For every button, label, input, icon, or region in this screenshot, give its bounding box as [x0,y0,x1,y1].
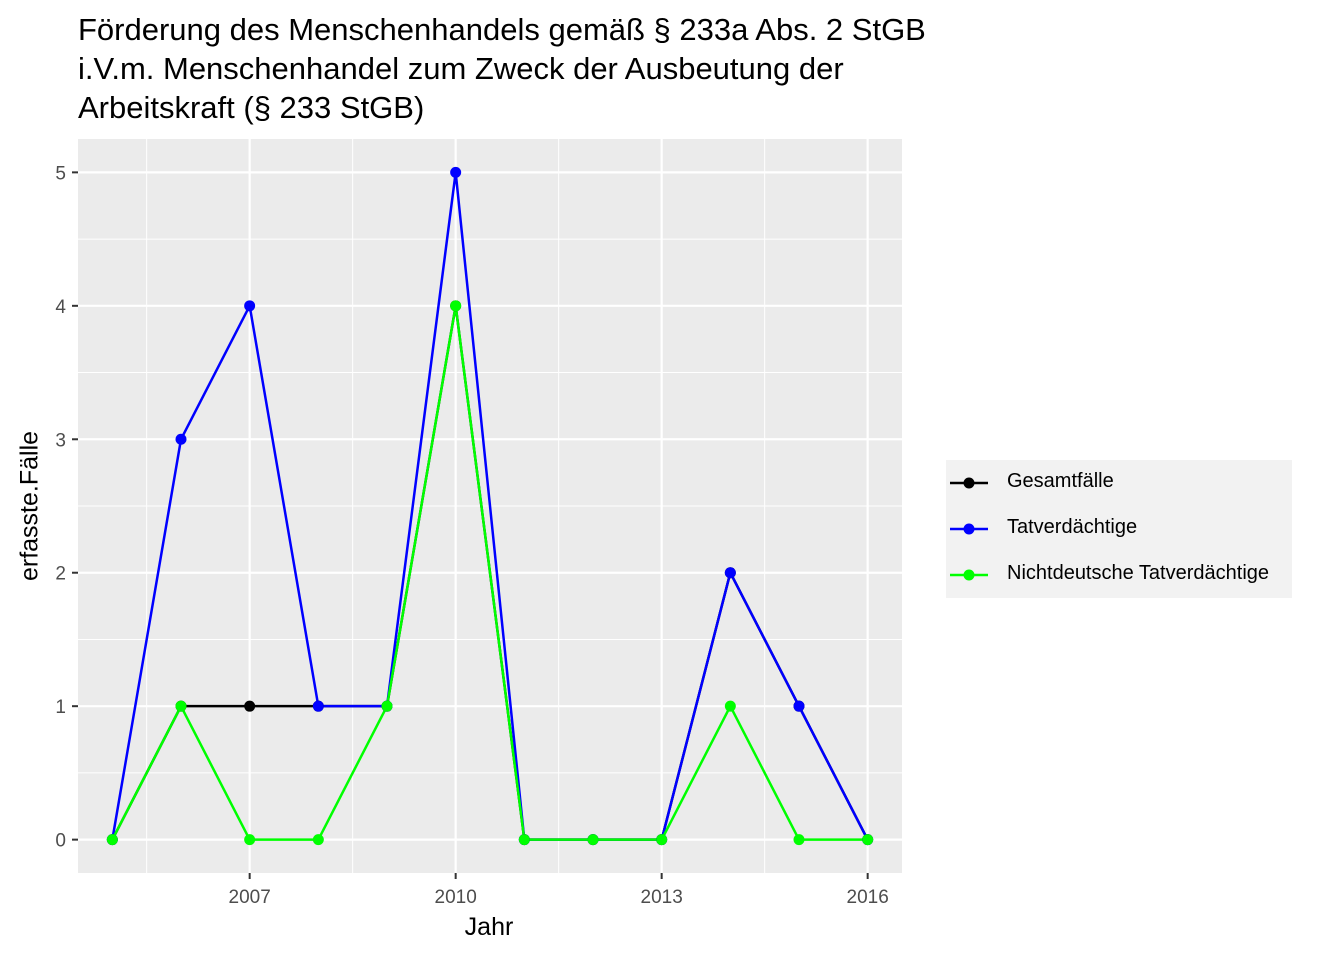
x-tick-label: 2010 [435,887,477,908]
data-point-series-1 [312,700,324,712]
x-axis-label: Jahr [464,913,514,941]
legend-key-nichtdeutsche [950,569,988,581]
data-point-series-1 [244,300,256,312]
data-point-series-2 [312,834,324,846]
y-axis-label: erfasste.Fälle [15,430,44,582]
data-point-series-2 [381,700,393,712]
data-point-series-2 [518,834,530,846]
chart-title-line-2: i.V.m. Menschenhandel zum Zweck der Ausb… [78,51,844,86]
y-tick-label: 0 [55,831,66,852]
y-tick-label: 3 [55,430,66,451]
data-point-series-2 [244,834,256,846]
data-point-series-2 [175,700,187,712]
data-point-series-2 [656,834,668,846]
legend-item-gesamtfaelle: Gesamtfälle [946,460,1292,506]
legend: Gesamtfälle Tatverdächtige Nichtdeutsche… [946,460,1292,598]
data-point-series-2 [587,834,599,846]
data-point-series-1 [450,166,462,178]
y-tick-label: 4 [55,297,66,318]
series-line-2 [111,304,868,841]
series-points [106,166,874,846]
data-point-series-1 [793,700,805,712]
data-point-series-2 [793,834,805,846]
data-point-series-0 [244,700,256,712]
x-tick-label: 2016 [847,887,889,908]
legend-label-tatverdaechtige: Tatverdächtige [1007,516,1138,538]
legend-key-gesamtfaelle [950,477,988,489]
data-point-series-2 [724,700,736,712]
legend-item-nichtdeutsche: Nichtdeutsche Tatverdächtige [946,552,1292,598]
data-point-series-2 [450,300,462,312]
legend-key-tatverdaechtige [950,523,988,535]
x-tick-label: 2013 [641,887,683,908]
chart-title-line-1: Förderung des Menschenhandels gemäß § 23… [78,12,926,47]
chart-title: Förderung des Menschenhandels gemäß § 23… [78,10,1178,127]
y-axis: 0 1 2 3 4 5 [55,163,78,852]
data-point-series-2 [862,834,874,846]
chart-title-line-3: Arbeitskraft (§ 233 StGB) [78,90,425,125]
x-axis: 2007 2010 2013 2016 [229,873,889,908]
data-point-series-1 [175,433,187,445]
y-tick-label: 5 [55,163,66,184]
data-point-series-2 [106,834,118,846]
series-line-1 [111,171,869,841]
series-lines [111,171,869,841]
legend-item-tatverdaechtige: Tatverdächtige [946,506,1292,552]
legend-label-gesamtfaelle: Gesamtfälle [1007,470,1114,492]
y-tick-label: 2 [55,564,66,585]
legend-label-nichtdeutsche: Nichtdeutsche Tatverdächtige [1007,562,1270,584]
x-tick-label: 2007 [229,887,271,908]
y-tick-label: 1 [55,697,66,718]
data-point-series-1 [724,567,736,579]
